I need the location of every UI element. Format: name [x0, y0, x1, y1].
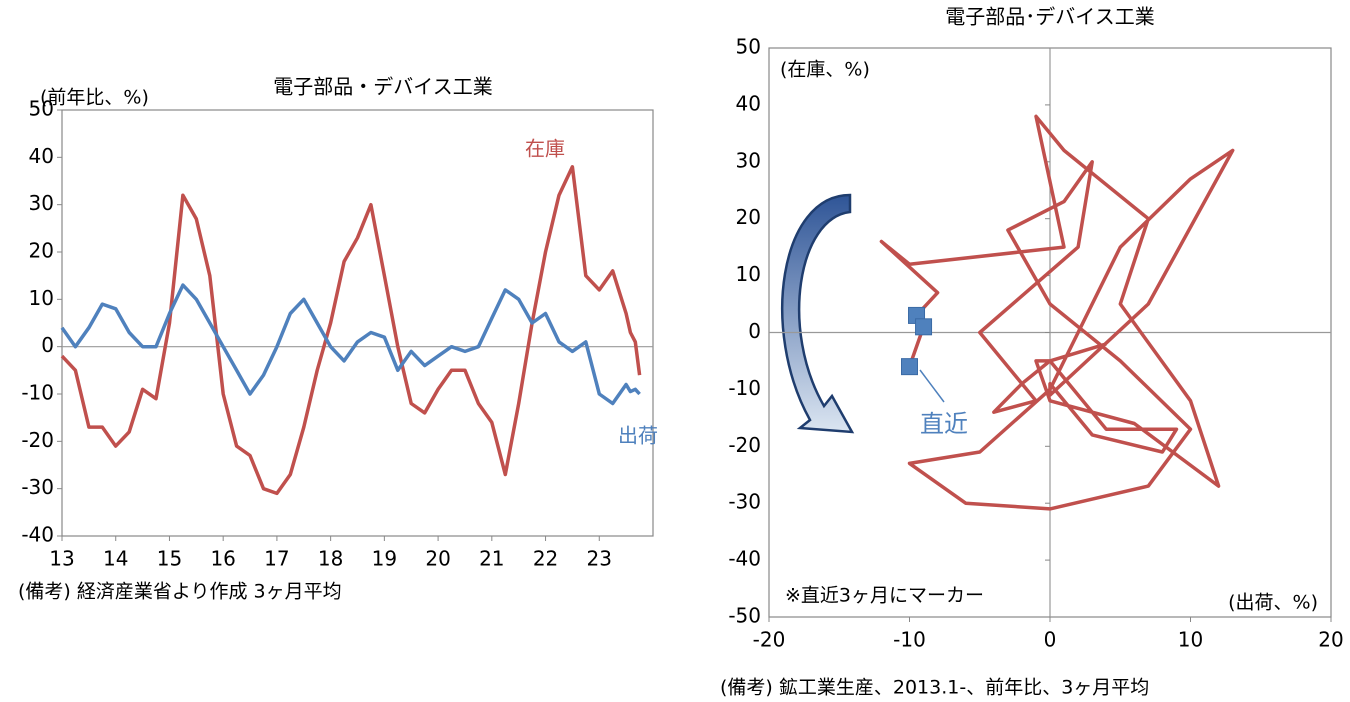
y-tick-label: 0 [748, 319, 761, 343]
x-tick-label: 13 [49, 547, 74, 571]
x-tick-label: -20 [753, 628, 786, 652]
x-tick-label: 22 [533, 547, 558, 571]
annotation: ※直近3ヶ月にマーカー [785, 585, 984, 607]
x-axis-label: (出荷、%) [1228, 592, 1318, 614]
y-tick-label: 50 [29, 97, 54, 121]
y-tick-label: 30 [736, 148, 761, 172]
y-tick-label: -30 [728, 490, 761, 514]
y-tick-label: -10 [21, 381, 54, 405]
footnote: (備考) 鉱工業生産、2013.1-、前年比、3ヶ月平均 [720, 677, 1149, 699]
annotation: 直近 [920, 410, 968, 438]
x-tick-label: 10 [1178, 628, 1203, 652]
y-tick-label: 20 [736, 205, 761, 229]
y-tick-label: -10 [728, 376, 761, 400]
chart-title: 電子部品･デバイス工業 [945, 5, 1154, 29]
rotation-arrow [780, 193, 855, 434]
plot-frame [61, 109, 654, 537]
series-line [60, 165, 642, 496]
x-tick-label: 16 [210, 547, 235, 571]
y-tick-label: -50 [728, 604, 761, 628]
y-axis-label: (前年比、%) [40, 87, 149, 109]
y-tick-label: -40 [21, 523, 54, 547]
x-tick-label: 18 [318, 547, 343, 571]
y-tick-label: -30 [21, 475, 54, 499]
y-tick-label: 20 [29, 239, 54, 263]
y-tick-label: 30 [29, 191, 54, 215]
y-tick-label: 50 [736, 35, 761, 59]
footnote: (備考) 経済産業省より作成 3ヶ月平均 [18, 581, 342, 603]
series-line [879, 114, 1235, 511]
chart-title: 電子部品・デバイス工業 [273, 75, 492, 99]
y-tick-label: -40 [728, 547, 761, 571]
y-tick-label: 40 [29, 144, 54, 168]
y-tick-label: -20 [21, 428, 54, 452]
y-axis-label: (在庫、%) [780, 59, 870, 81]
x-tick-label: 21 [479, 547, 504, 571]
marker [915, 318, 933, 336]
x-tick-label: -10 [893, 628, 926, 652]
y-tick-label: 10 [736, 262, 761, 286]
x-tick-label: 19 [372, 547, 397, 571]
y-tick-label: 40 [736, 91, 761, 115]
x-tick-label: 20 [1318, 628, 1343, 652]
pointer [919, 369, 945, 403]
marker [901, 358, 918, 376]
x-tick-label: 17 [264, 547, 289, 571]
y-tick-label: 10 [29, 286, 54, 310]
series-line [60, 283, 641, 406]
series-label: 出荷 [618, 424, 658, 448]
series-label: 在庫 [525, 137, 565, 161]
y-tick-label: -20 [728, 433, 761, 457]
x-tick-label: 20 [425, 547, 450, 571]
x-tick-label: 14 [103, 547, 128, 571]
x-tick-label: 23 [587, 547, 612, 571]
x-tick-label: 15 [157, 547, 182, 571]
y-tick-label: 0 [41, 333, 54, 357]
x-tick-label: 0 [1044, 628, 1057, 652]
